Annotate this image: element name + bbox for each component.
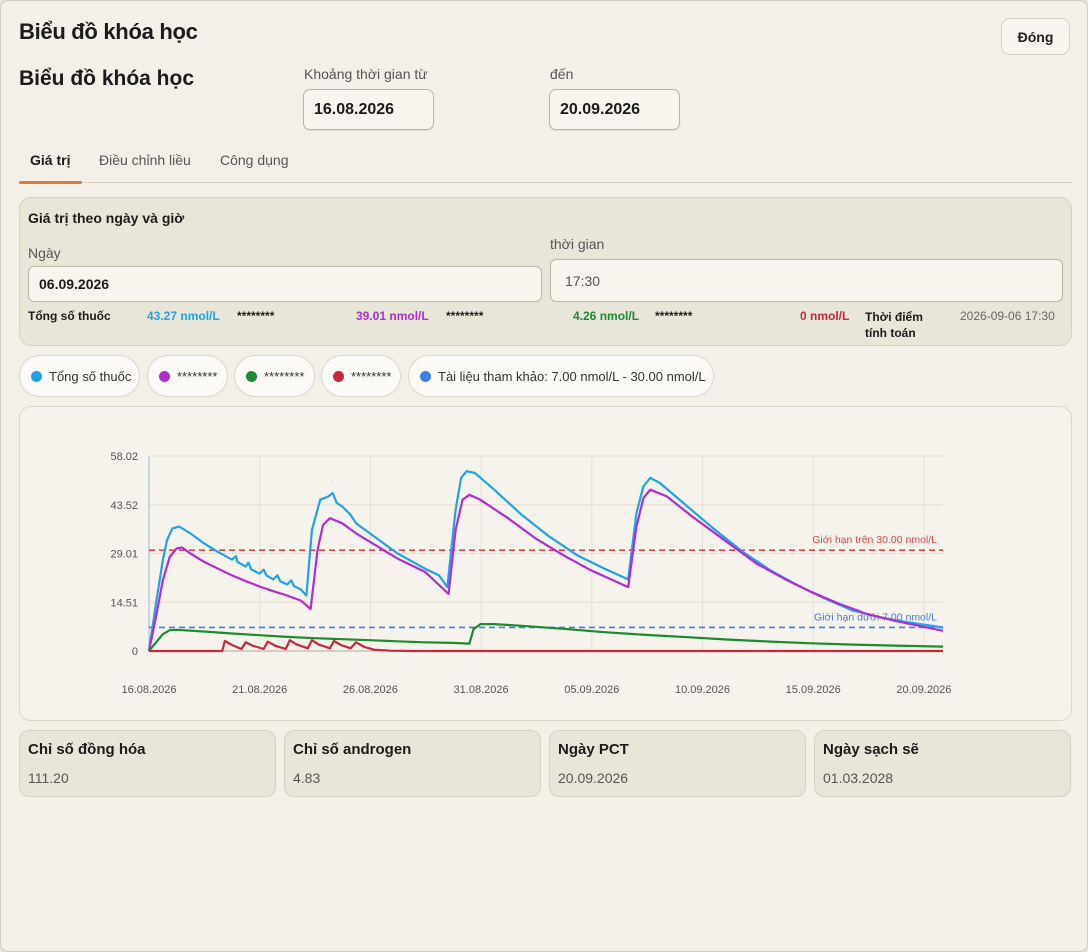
readout-value-4: 0 nmol/L — [800, 309, 850, 323]
stat-anabolic-index: Chỉ số đồng hóa 111.20 — [19, 730, 276, 797]
legend-dot-icon — [31, 370, 42, 382]
calc-time-label: Thời điểm tính toán — [865, 309, 923, 341]
reference-line-label: Giới hạn trên 30.00 nmol/L — [812, 534, 937, 546]
x-tick-label: 20.09.2026 — [896, 684, 951, 696]
values-panel-title: Giá trị theo ngày và giờ — [28, 210, 185, 226]
date-label: Ngày — [28, 245, 61, 261]
legend-series-3[interactable]: ******** — [234, 355, 315, 397]
readout-total-value: 43.27 nmol/L — [147, 309, 220, 323]
y-tick-label: 14.51 — [110, 597, 138, 609]
legend-dot-icon — [246, 370, 257, 382]
readout-name-3: ******** — [655, 309, 693, 323]
calc-label-line2: tính toán — [865, 326, 916, 340]
readout-name-1: ******** — [237, 309, 275, 323]
stat-clean-date: Ngày sạch sẽ 01.03.2028 — [814, 730, 1071, 797]
active-tab-indicator — [19, 181, 82, 184]
y-tick-label: 0 — [132, 646, 138, 658]
readout-name-2: ******** — [446, 309, 484, 323]
reference-line-label: Giới hạn dưới 7.00 nmol/L — [814, 611, 937, 623]
legend-series-4[interactable]: ******** — [321, 355, 401, 397]
y-tick-label: 43.52 — [110, 500, 138, 512]
stat-title: Ngày PCT — [558, 741, 629, 758]
stat-value: 4.83 — [293, 770, 321, 786]
time-label: thời gian — [550, 236, 605, 252]
legend-label: ******** — [351, 368, 392, 384]
chart-card: 16.08.2026 21.08.2026 26.08.2026 31.08.2026… — [19, 406, 1072, 721]
x-tick-label: 15.09.2026 — [786, 684, 841, 696]
from-date-input[interactable]: 16.08.2026 — [303, 89, 434, 130]
close-button[interactable]: Đóng — [1001, 18, 1070, 55]
series-line — [148, 623, 944, 652]
stat-title: Chỉ số đồng hóa — [28, 741, 146, 758]
legend-label: Tổng số thuốc — [49, 368, 132, 384]
series-line — [147, 470, 944, 652]
legend-label: Tài liệu tham khảo: 7.00 nmol/L - 30.00 … — [438, 368, 706, 384]
to-label: đến — [550, 66, 574, 82]
stat-value: 111.20 — [28, 770, 69, 786]
stat-value: 01.03.2028 — [823, 770, 894, 786]
x-tick-label: 31.08.2026 — [454, 684, 509, 696]
stat-pct-date: Ngày PCT 20.09.2026 — [549, 730, 806, 797]
from-label: Khoảng thời gian từ — [304, 66, 428, 82]
readout-value-3: 4.26 nmol/L — [573, 309, 640, 323]
page-title: Biểu đồ khóa học — [19, 67, 195, 90]
y-tick-label: 58.02 — [110, 451, 138, 463]
legend-label: ******** — [177, 368, 218, 384]
legend-dot-icon — [333, 370, 344, 382]
stat-value: 20.09.2026 — [558, 770, 629, 786]
legend-dot-icon — [420, 370, 431, 382]
x-tick-label: 16.08.2026 — [121, 684, 176, 696]
legend-series-2[interactable]: ******** — [147, 355, 228, 397]
y-tick-label: 29.01 — [110, 549, 138, 561]
stat-androgen-index: Chỉ số androgen 4.83 — [284, 730, 541, 797]
series-line — [147, 488, 944, 652]
time-input[interactable]: 17:30 — [550, 259, 1063, 302]
total-label: Tổng số thuốc — [28, 309, 111, 323]
tab-bar: Giá trị Điều chỉnh liều Công dụng — [19, 146, 1072, 184]
x-tick-label: 21.08.2026 — [232, 684, 287, 696]
calc-time-value: 2026-09-06 17:30 — [960, 309, 1055, 323]
window-title: Biểu đồ khóa học — [19, 19, 198, 44]
x-tick-label: 10.09.2026 — [675, 684, 730, 696]
readout-value-2: 39.01 nmol/L — [356, 309, 429, 323]
tab-values[interactable]: Giá trị — [30, 152, 71, 168]
x-tick-label: 05.09.2026 — [564, 684, 619, 696]
tab-usage[interactable]: Công dụng — [220, 152, 289, 168]
calc-label-line1: Thời điểm — [865, 310, 923, 324]
date-input[interactable]: 06.09.2026 — [28, 266, 542, 302]
legend-total[interactable]: Tổng số thuốc — [19, 355, 140, 397]
legend-dot-icon — [159, 370, 170, 382]
stat-title: Chỉ số androgen — [293, 741, 412, 758]
stat-title: Ngày sạch sẽ — [823, 741, 919, 758]
tab-dose-adjustment[interactable]: Điều chỉnh liều — [99, 152, 191, 168]
concentration-chart: 16.08.2026 21.08.2026 26.08.2026 31.08.2026… — [110, 451, 951, 696]
x-tick-label: 26.08.2026 — [343, 684, 398, 696]
legend-reference-range[interactable]: Tài liệu tham khảo: 7.00 nmol/L - 30.00 … — [408, 355, 714, 397]
series-line — [149, 639, 943, 653]
values-panel: Giá trị theo ngày và giờ Ngày 06.09.2026… — [19, 197, 1072, 346]
legend-label: ******** — [264, 368, 305, 384]
to-date-input[interactable]: 20.09.2026 — [549, 89, 680, 130]
